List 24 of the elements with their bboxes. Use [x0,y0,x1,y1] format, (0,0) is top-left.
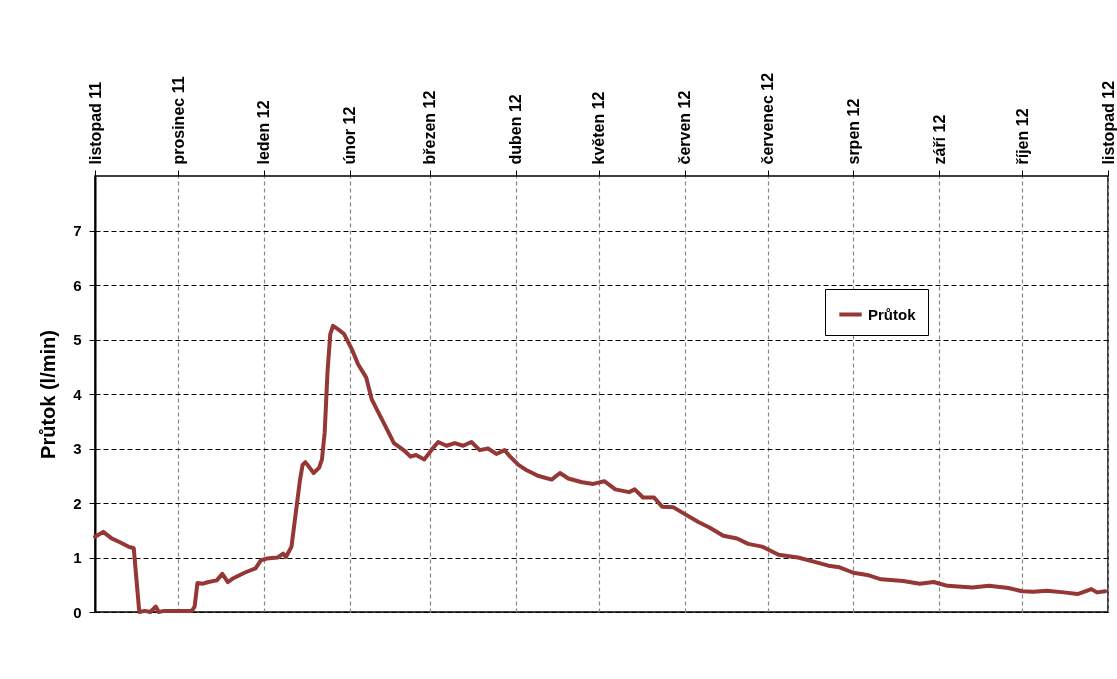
x-tick-label: duben 12 [507,94,525,165]
y-tick-label: 0 [73,603,82,621]
line-series [93,323,1108,614]
x-tick-label: květen 12 [590,91,608,165]
x-tick-label: červenec 12 [759,72,777,165]
x-tick-label: srpen 12 [844,98,862,165]
x-tick-label: leden 12 [255,100,273,165]
y-tick-label: 5 [73,331,82,348]
y-tick-label: 2 [73,494,82,512]
x-tick-label: říjen 12 [1013,108,1031,165]
y-tick-label: 1 [73,549,82,566]
x-tick-label: listopad 12 [1099,80,1117,165]
x-tick-label: prosinec 11 [169,76,187,165]
x-tick-label: září 12 [930,114,948,165]
y-axis-title: Průtok (l/min) [37,330,60,459]
y-tick-label: 3 [73,440,82,457]
y-tick-label: 4 [73,385,83,403]
y-tick-label: 7 [73,222,82,239]
x-tick-label: listopad 11 [86,81,104,165]
x-tick-label: únor 12 [341,106,359,165]
x-tick-label: březen 12 [421,90,439,165]
legend-label: Průtok [868,305,917,323]
x-tick-label: červen 12 [676,90,694,165]
y-tick-label: 6 [73,276,82,294]
